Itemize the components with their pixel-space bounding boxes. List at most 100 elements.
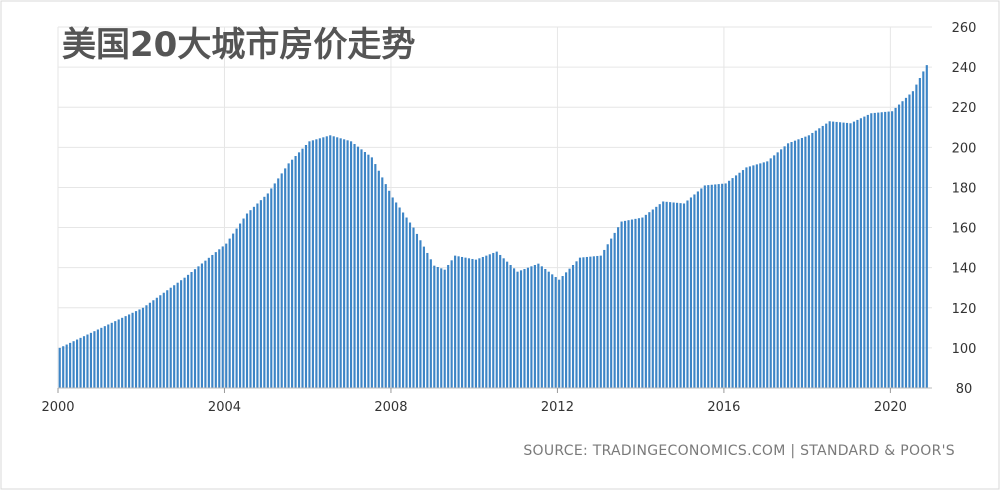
bar [492,252,495,388]
bar [193,269,197,388]
bar [856,119,859,389]
bar [429,259,432,388]
bar [402,212,405,388]
bar [62,346,65,388]
bar [82,336,86,388]
bar [443,269,446,388]
bar [731,178,734,388]
bar [901,101,904,389]
bar [849,123,852,389]
y-tick-label: 80 [956,382,973,397]
bar [155,297,158,388]
bar [270,188,273,388]
bar [148,302,151,388]
bar [814,130,817,388]
bar [297,152,301,388]
bar [339,138,342,388]
bar [773,155,776,388]
y-tick-label: 160 [952,222,977,237]
bar [547,271,550,388]
bar [304,144,308,388]
bar [252,206,256,388]
bar [464,257,467,388]
bar [218,249,221,388]
bar [526,267,530,388]
bar [162,292,165,388]
bar [634,218,637,388]
bar [665,201,668,388]
bar [315,139,318,388]
y-axis-ticks: 80 100 120 140 160 180 200 220 240 260 [952,21,977,397]
bar [839,122,842,388]
x-tick-label: 2020 [874,400,907,415]
bar [606,244,609,388]
bar [294,156,297,388]
bar [710,184,713,388]
bar [100,327,103,388]
bar [460,256,464,388]
bar [249,210,252,388]
bar [859,118,862,388]
bar [180,280,183,388]
bar [891,111,894,388]
x-tick-label: 2012 [541,400,574,415]
bar [114,321,117,388]
bar [176,282,179,388]
bar [845,122,849,389]
bar [641,217,644,388]
bar [509,264,512,388]
bar [242,218,245,388]
bar [783,146,786,388]
y-tick-label: 260 [952,21,977,36]
bar [700,188,703,388]
bar [263,196,266,388]
bar [89,332,93,388]
bar [228,238,231,388]
bar [655,206,658,388]
bar [821,125,824,388]
bar [804,136,807,388]
bar [186,274,190,388]
bar [769,158,772,388]
bar [318,138,321,388]
bar [447,264,450,388]
bar [291,159,294,388]
bar [356,146,360,388]
bar [738,172,741,388]
bar [474,259,477,388]
bar [478,258,481,388]
bar [159,295,162,388]
bar [752,165,755,388]
bar [741,170,745,388]
bar [724,183,727,388]
bar [825,123,828,388]
bar [207,257,210,388]
bar [565,272,568,388]
y-tick-label: 180 [952,181,977,196]
bar [346,140,349,388]
chart-title: 美国20大城市房价走势 [62,25,415,65]
bar [76,339,79,388]
bar [311,140,314,388]
bar [190,272,193,388]
bar [513,268,516,388]
bar [748,166,751,388]
bar [721,183,724,388]
bar [627,220,630,388]
bar [322,137,325,388]
bar [381,177,384,388]
bar [422,246,425,388]
bar [693,194,696,388]
bar [592,256,595,388]
bar [391,197,394,388]
bar [662,201,665,388]
bar [651,209,654,388]
bar [277,178,280,388]
bar [790,141,793,388]
bar [880,112,883,389]
bar [852,121,856,388]
bar [776,152,779,388]
bar [239,223,242,388]
